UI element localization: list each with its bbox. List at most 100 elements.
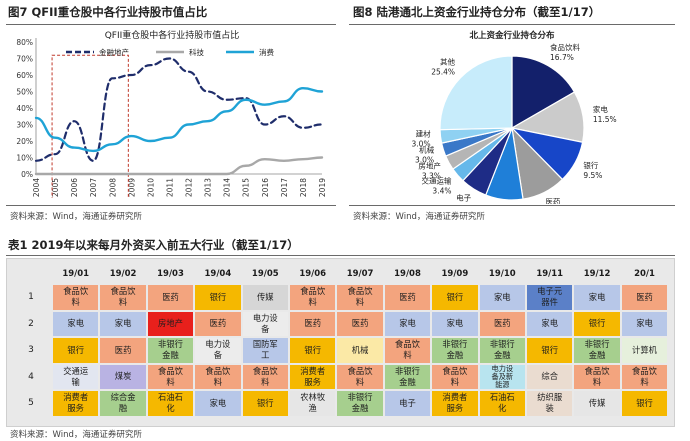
table1-cell: 银行 [527, 338, 573, 363]
fig8-pie-chart: 北上资金行业持仓分布食品饮料16.7%家电11.5%银行9.5%医药9.9%非银… [412, 30, 617, 204]
table1-col-header: 19/10 [488, 268, 516, 279]
table1-source: 资料来源：Wind，海通证券研究所 [10, 430, 142, 440]
fig8-slice-食品饮料 [511, 55, 576, 130]
table1-cell: 医药 [195, 311, 241, 336]
table1-cell: 食品饮 料 [242, 364, 288, 389]
table1-cell: 电力设 备及新 能源 [479, 364, 525, 389]
table1-col-header: 19/09 [441, 268, 469, 279]
fig7-y-tick-label: 60% [16, 71, 33, 80]
fig7-y-tick-label: 80% [16, 38, 33, 47]
table1-cell: 非银行 金融 [384, 364, 431, 389]
fig7-series-消费 [34, 86, 324, 153]
table1-cell: 食品饮 料 [290, 285, 336, 310]
table1-cell: 家电 [432, 311, 478, 336]
table1-cell: 食品饮 料 [337, 285, 383, 310]
fig7-x-tick-label: 2007 [89, 178, 98, 197]
table1-cell: 电子元 器件 [527, 285, 573, 310]
table1-rank-label: 5 [28, 398, 34, 409]
table1-cell: 交通运 输 [53, 364, 99, 389]
fig7-x-tick-label: 2008 [108, 178, 117, 197]
table1-cell: 消费者 服务 [53, 391, 99, 416]
fig7-legend-label: 科技 [189, 47, 204, 57]
fig8-slice-name: 银行 [583, 160, 598, 170]
table1-title-rule [6, 255, 675, 256]
fig7-y-tick-label: 70% [16, 55, 33, 64]
table1-cell: 煤炭 [100, 364, 146, 389]
fig8-title-rule [349, 24, 675, 25]
fig7-bottom-rule [6, 205, 336, 206]
fig7-series-金融地产 [34, 57, 324, 162]
fig8-slice-value: 3.0% [412, 139, 431, 148]
table1-cell: 电子 [384, 391, 431, 416]
table1-cell: 非银行 金融 [574, 338, 620, 363]
table1-col-header: 19/02 [109, 268, 137, 279]
table1-col-header: 19/12 [583, 268, 611, 279]
fig7-x-tick-label: 2006 [70, 178, 79, 197]
fig7-line-chart: QFII重仓股中各行业持股市值占比 0% 10% 20% 30% 40% 50% 60% 70%… [16, 29, 327, 198]
fig7-x-tick-label: 2015 [242, 178, 251, 197]
fig8-slice-value: 3.4% [432, 187, 451, 196]
table1-title: 表1 2019年以来每月外资买入前五大行业（截至1/17） [8, 238, 299, 252]
fig7-source: 资料来源：Wind，海通证券研究所 [10, 212, 142, 222]
table1-cell: 家电 [100, 311, 146, 336]
fig8-slice-name: 医药 [545, 197, 560, 204]
table1-cell: 消费者 服务 [290, 364, 336, 389]
table1-cell: 银行 [621, 391, 668, 416]
table1-col-header: 19/06 [299, 268, 327, 279]
fig7-x-tick-label: 2004 [32, 178, 41, 197]
table1-cell: 食品饮 料 [337, 364, 383, 389]
table1-cell: 电力设 备 [242, 311, 288, 336]
table1-cell: 银行 [432, 285, 478, 310]
table1-cell: 医药 [479, 311, 525, 336]
table1-cell: 机械 [337, 338, 383, 363]
table1-cell: 银行 [574, 311, 620, 336]
fig7-y-tick-label: 50% [16, 88, 33, 97]
fig7-highlight-box [51, 54, 129, 198]
table1-cell: 医药 [337, 311, 383, 336]
table1-cell: 家电 [527, 311, 573, 336]
table1-col-header: 19/08 [394, 268, 421, 279]
table1-cell: 石油石 化 [147, 391, 194, 416]
table1-cell: 家电 [574, 285, 620, 310]
fig8-slice-name: 机械 [419, 145, 434, 155]
fig7-x-tick-label: 2009 [127, 178, 136, 197]
table1-cell: 电力设 备 [195, 338, 241, 363]
fig8-chart-title: 北上资金行业持仓分布 [469, 30, 555, 41]
fig8-slice-label: 医药9.9% [545, 197, 560, 204]
fig7-x-tick-label: 2017 [280, 178, 289, 197]
table1-col-header: 19/04 [204, 268, 232, 279]
fig7-x-tick-label: 2014 [223, 178, 232, 197]
fig7-y-tick-label: 30% [16, 121, 33, 130]
table1-cell: 综合 [527, 364, 573, 389]
fig8-slice-value: 6.0% [452, 203, 471, 204]
fig7-x-tick-label: 2005 [51, 178, 60, 197]
fig8-slice-value: 3.0% [415, 156, 434, 165]
fig8-slice-其他 [439, 55, 513, 131]
table1-cell: 银行 [242, 391, 288, 416]
table1-cell: 非银行 金融 [337, 391, 383, 416]
fig7-legend-label: 金融地产 [99, 47, 129, 57]
table1-cell: 家电 [479, 285, 525, 310]
table1-cell: 综合金 融 [100, 391, 146, 416]
fig8-slice-name: 房地产 [418, 160, 441, 170]
table1-col-header: 19/01 [62, 268, 90, 279]
table1-cell: 食品饮 料 [621, 364, 668, 389]
table1-cell: 非银行 金融 [147, 338, 194, 363]
table1-col-header: 20/1 [634, 268, 655, 279]
table1-cell: 家电 [53, 311, 99, 336]
table1-rank-label: 1 [28, 292, 34, 303]
table1-col-header: 19/11 [536, 268, 564, 279]
fig8-slice-value: 3.3% [422, 171, 441, 180]
fig8-slice-name: 建材 [416, 128, 431, 138]
fig8-bottom-rule [349, 205, 675, 206]
table1-cell: 非银行 金融 [432, 338, 478, 363]
fig7-legend-label: 消费 [259, 47, 274, 57]
fig7-series-科技 [34, 156, 324, 176]
table1-rank-label: 3 [28, 345, 34, 356]
table1-cell: 食品饮 料 [147, 364, 194, 389]
table1-cell: 医药 [100, 338, 146, 363]
table1-cell: 食品饮 料 [432, 364, 478, 389]
